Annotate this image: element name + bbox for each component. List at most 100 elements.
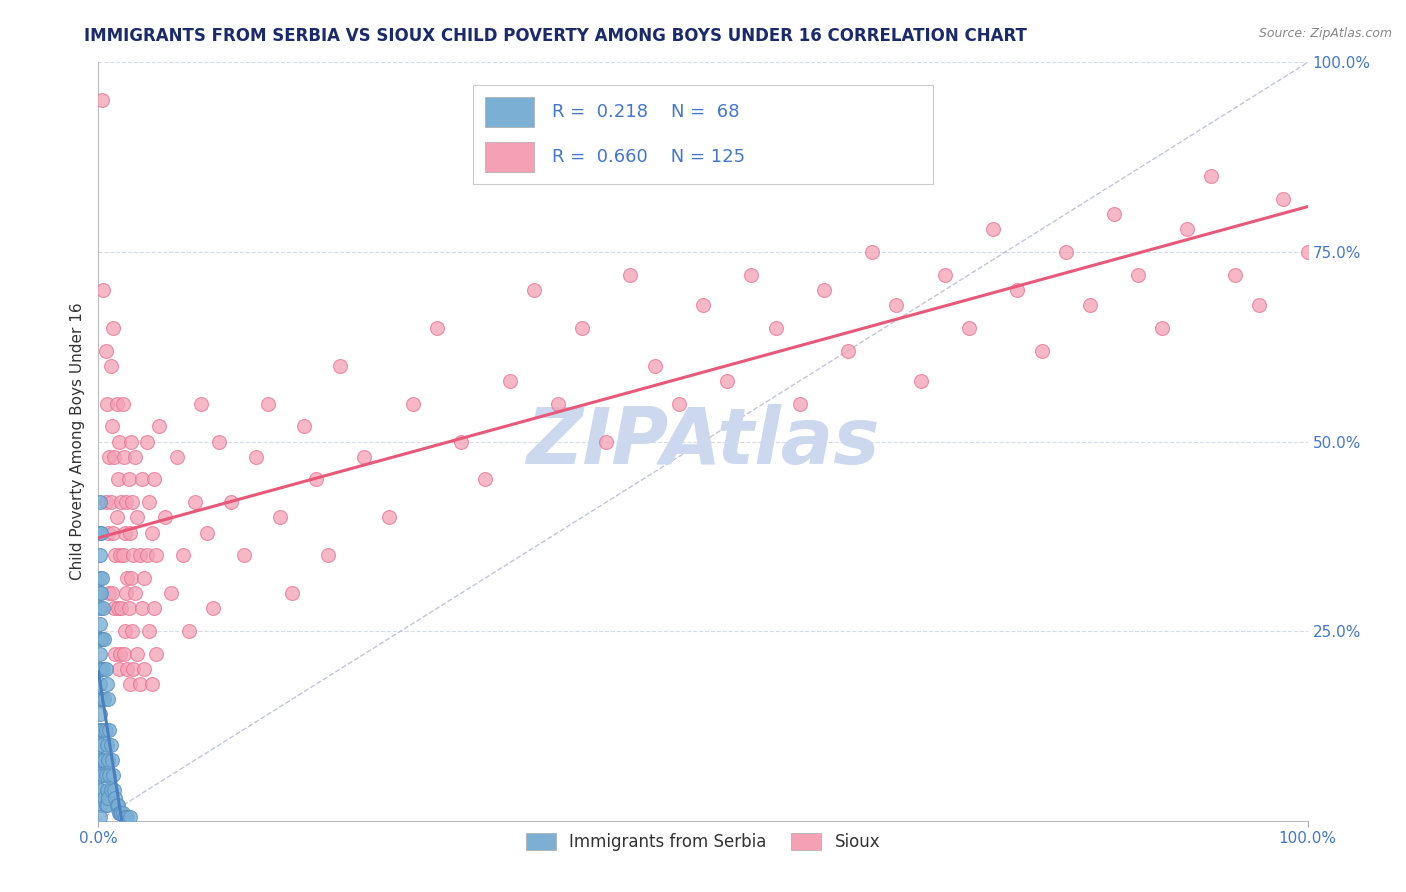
Point [101, 320, 124, 334]
Point [97, 753, 120, 767]
Point [1102, 207, 1125, 221]
Point [245, 450, 267, 464]
Point [103, 783, 125, 797]
Point [91, 571, 114, 585]
Point [910, 374, 932, 388]
Point [131, 473, 153, 487]
Point [619, 268, 641, 282]
Point [89, 723, 111, 737]
Point [91, 768, 114, 782]
Point [281, 586, 304, 600]
Point [426, 320, 449, 334]
Point [837, 343, 859, 358]
Point [256, 396, 278, 410]
Point [104, 791, 127, 805]
Point [789, 396, 811, 410]
Point [104, 548, 127, 563]
Point [89, 632, 111, 646]
Point [118, 810, 141, 824]
Point [143, 601, 166, 615]
FancyBboxPatch shape [474, 85, 932, 184]
Point [118, 525, 141, 540]
Point [765, 320, 787, 334]
Point [1296, 244, 1319, 259]
Point [101, 768, 124, 782]
Point [112, 450, 135, 464]
Point [138, 624, 160, 639]
Point [128, 548, 150, 563]
Point [166, 450, 188, 464]
Point [94, 768, 117, 782]
Point [145, 548, 167, 563]
Point [120, 571, 142, 585]
Point [1078, 298, 1101, 312]
Point [118, 601, 141, 615]
Point [1031, 343, 1053, 358]
Point [114, 624, 136, 639]
Point [90, 783, 112, 797]
Point [105, 510, 128, 524]
Point [523, 283, 546, 297]
Point [135, 434, 157, 449]
Point [89, 783, 111, 797]
Point [160, 586, 183, 600]
Point [100, 495, 122, 509]
Point [97, 791, 120, 805]
Point [90, 586, 112, 600]
Point [957, 320, 980, 334]
Point [1249, 298, 1271, 312]
Point [89, 571, 111, 585]
Text: Source: ZipAtlas.com: Source: ZipAtlas.com [1258, 27, 1392, 40]
Point [108, 806, 131, 821]
Point [101, 525, 124, 540]
Point [221, 495, 243, 509]
Point [108, 434, 131, 449]
Point [105, 798, 128, 813]
Point [402, 396, 425, 410]
Point [91, 601, 114, 615]
Point [115, 495, 138, 509]
Point [100, 359, 122, 373]
Point [107, 473, 129, 487]
Point [316, 548, 339, 563]
Point [1007, 283, 1029, 297]
Point [89, 753, 111, 767]
Point [107, 798, 129, 813]
Point [474, 473, 496, 487]
Point [148, 419, 170, 434]
Point [89, 548, 111, 563]
Point [118, 677, 141, 691]
Point [127, 510, 149, 524]
Point [89, 692, 111, 706]
Point [202, 601, 225, 615]
Point [89, 677, 111, 691]
Point [1175, 222, 1198, 236]
Point [716, 374, 738, 388]
Point [110, 495, 132, 509]
Point [96, 798, 118, 813]
Point [103, 450, 125, 464]
FancyBboxPatch shape [485, 142, 534, 172]
Point [120, 434, 142, 449]
Point [112, 647, 135, 661]
Text: R =  0.218    N =  68: R = 0.218 N = 68 [551, 103, 740, 120]
Point [91, 632, 114, 646]
Point [93, 753, 115, 767]
Point [91, 738, 114, 752]
Point [1128, 268, 1150, 282]
Point [122, 548, 145, 563]
Legend: Immigrants from Serbia, Sioux: Immigrants from Serbia, Sioux [519, 826, 887, 858]
Point [89, 525, 111, 540]
Point [97, 525, 120, 540]
Point [108, 548, 131, 563]
Point [329, 359, 352, 373]
Point [547, 396, 569, 410]
Point [89, 662, 111, 676]
Point [121, 624, 143, 639]
Point [100, 783, 122, 797]
Point [353, 450, 375, 464]
Point [96, 396, 118, 410]
Point [135, 548, 157, 563]
Point [117, 571, 139, 585]
Point [100, 753, 122, 767]
